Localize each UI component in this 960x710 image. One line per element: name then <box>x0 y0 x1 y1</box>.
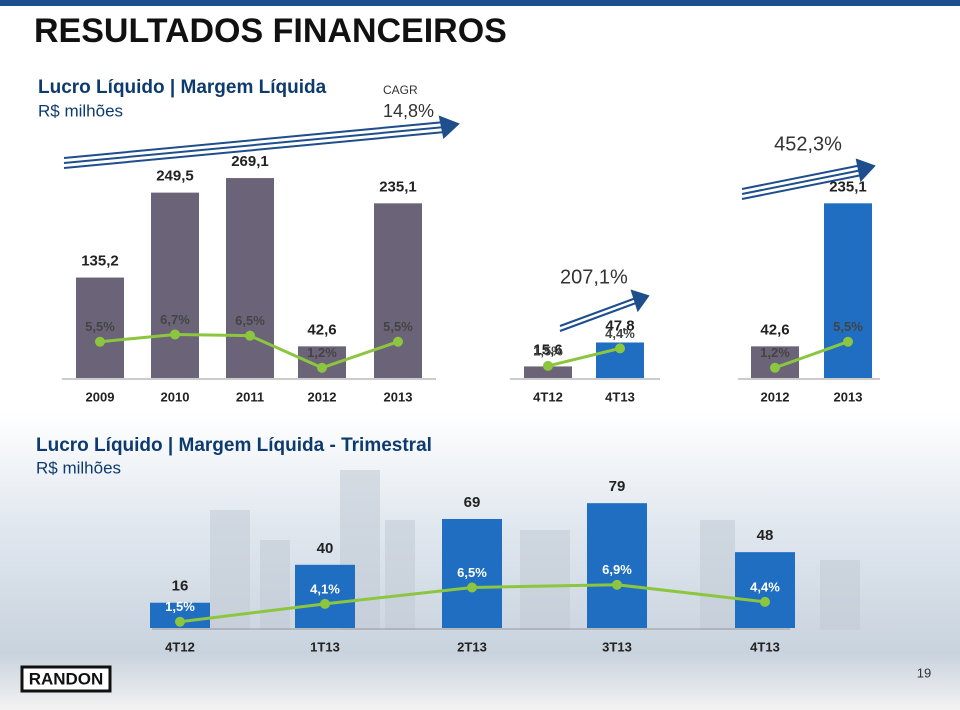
bar-value-label: 79 <box>609 478 626 495</box>
x-tick-label: 2T13 <box>457 639 487 654</box>
chart-title: Lucro Líquido | Margem Líquida <box>38 77 327 98</box>
x-tick-label: 2013 <box>384 389 413 404</box>
bar-value-label: 47,8 <box>605 317 634 334</box>
margin-point <box>245 330 255 341</box>
x-tick-label: 4T13 <box>605 389 635 404</box>
margin-label: 1,5% <box>165 599 195 614</box>
chart-subtitle: R$ milhões <box>36 458 121 477</box>
margin-point <box>843 336 853 347</box>
x-tick-label: 4T12 <box>165 639 195 654</box>
bar <box>374 203 422 378</box>
growth-arrows <box>63 115 876 332</box>
x-tick-label: 2013 <box>834 389 863 404</box>
logo-box <box>20 665 112 693</box>
x-tick-label: 2009 <box>86 389 115 404</box>
x-tick-label: 4T12 <box>533 389 563 404</box>
margin-label: 1,2% <box>307 345 337 360</box>
annotation: 207,1% <box>560 266 628 288</box>
bar-value-label: 235,1 <box>379 178 417 195</box>
x-tick-label: 2011 <box>236 389 264 404</box>
bar-value-label: 48 <box>757 527 774 544</box>
bar-value-label: 235,1 <box>829 178 867 195</box>
margin-label: 4,4% <box>750 579 780 594</box>
bar-value-label: 16 <box>172 578 189 595</box>
margin-point <box>467 582 477 593</box>
bar-value-label: 15,6 <box>533 341 562 358</box>
margin-point <box>770 362 780 373</box>
margin-label: 5,5% <box>383 319 413 334</box>
margin-point <box>170 329 180 340</box>
bar-value-label: 69 <box>464 494 481 511</box>
chart-title: Lucro Líquido | Margem Líquida - Trimest… <box>36 435 432 456</box>
bar-value-label: 40 <box>317 540 334 557</box>
margin-label: 5,5% <box>85 319 115 334</box>
annotation-label: CAGR <box>383 83 418 97</box>
margin-label: 4,4% <box>605 326 635 341</box>
bar <box>442 518 502 628</box>
bar <box>76 277 124 378</box>
bar-value-label: 42,6 <box>307 321 336 338</box>
bar-value-label: 269,1 <box>231 153 269 170</box>
margin-line <box>547 346 621 368</box>
annotation: 14,8% <box>383 101 434 121</box>
bar <box>587 503 647 628</box>
annotation: 452,3% <box>774 133 842 155</box>
x-tick-label: 3T13 <box>602 639 632 654</box>
x-tick-label: 4T13 <box>750 639 780 654</box>
margin-line <box>774 340 849 370</box>
bar-value-label: 135,2 <box>81 253 119 270</box>
margin-label: 4,1% <box>310 581 340 596</box>
margin-point <box>612 579 622 590</box>
margin-label: 1,2% <box>760 345 790 360</box>
margin-label: 6,7% <box>160 312 190 327</box>
logo: RANDON <box>29 669 104 688</box>
margin-label: 5,5% <box>833 319 863 334</box>
bar <box>295 564 355 628</box>
bar <box>824 203 872 378</box>
x-tick-label: 1T13 <box>310 639 340 654</box>
chart-subtitle: R$ milhões <box>38 101 123 120</box>
margin-label: 6,5% <box>457 565 487 580</box>
skyline <box>210 470 860 630</box>
bar <box>151 192 199 378</box>
margin-point <box>175 616 185 627</box>
margin-point <box>95 336 105 347</box>
margin-point <box>543 360 553 371</box>
bar <box>524 366 572 378</box>
margin-point <box>760 596 770 607</box>
page-number: 19 <box>917 665 931 680</box>
margin-label: 6,5% <box>235 313 265 328</box>
bar-value-label: 42,6 <box>760 321 789 338</box>
x-tick-label: 2012 <box>761 389 790 404</box>
margin-label: 6,9% <box>602 562 632 577</box>
top-band <box>0 0 960 6</box>
bar <box>735 552 795 628</box>
margin-label: 1,5% <box>533 343 563 358</box>
bar-value-label: 249,5 <box>156 168 194 185</box>
slide-title: RESULTADOS FINANCEIROS <box>34 12 507 50</box>
margin-point <box>317 362 327 373</box>
x-tick-label: 2012 <box>308 389 337 404</box>
x-tick-label: 2010 <box>161 389 190 404</box>
bar <box>226 178 274 378</box>
margin-point <box>393 336 403 347</box>
margin-point <box>320 598 330 609</box>
margin-point <box>615 343 625 354</box>
